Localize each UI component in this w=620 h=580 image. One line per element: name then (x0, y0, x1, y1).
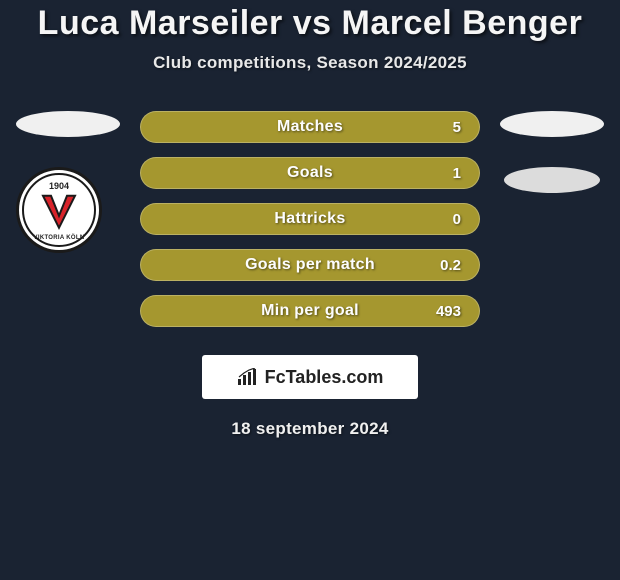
stat-value: 493 (436, 303, 461, 320)
stat-value: 0.2 (440, 257, 461, 274)
player-ellipse-right-2 (504, 167, 600, 193)
page-title: Luca Marseiler vs Marcel Benger (0, 4, 620, 43)
badge-bottom-text: VIKTORIA KÖLN (34, 235, 85, 241)
comparison-card: Luca Marseiler vs Marcel Benger Club com… (0, 0, 620, 439)
right-column (500, 111, 604, 193)
subtitle: Club competitions, Season 2024/2025 (0, 53, 620, 73)
stat-bar: Matches 5 (140, 111, 480, 143)
brand-text: FcTables.com (265, 367, 384, 388)
club-badge-viktoria-koln: 1904 VIKTORIA KÖLN (16, 167, 102, 253)
stats-column: Matches 5 Goals 1 Hattricks 0 Goals per match 0… (140, 111, 480, 327)
date: 18 september 2024 (0, 419, 620, 439)
stat-bar: Min per goal 493 (140, 295, 480, 327)
club-badge-inner: 1904 VIKTORIA KÖLN (22, 173, 96, 247)
player-ellipse-right-1 (500, 111, 604, 137)
stat-label: Goals per match (245, 256, 375, 274)
stat-label: Matches (277, 118, 343, 136)
stat-label: Min per goal (261, 302, 359, 320)
stat-value: 5 (453, 119, 461, 136)
brand-box: FcTables.com (202, 355, 418, 399)
stat-bar: Hattricks 0 (140, 203, 480, 235)
stat-bar: Goals 1 (140, 157, 480, 189)
stat-label: Hattricks (274, 210, 345, 228)
brand-chart-icon (237, 368, 259, 386)
left-column: 1904 VIKTORIA KÖLN (16, 111, 120, 253)
player-ellipse-left (16, 111, 120, 137)
stat-label: Goals (287, 164, 333, 182)
stat-value: 1 (453, 165, 461, 182)
badge-v-icon (37, 190, 81, 234)
main-row: 1904 VIKTORIA KÖLN Matches 5 Goals 1 Hattric… (0, 111, 620, 327)
stat-value: 0 (453, 211, 461, 228)
stat-bar: Goals per match 0.2 (140, 249, 480, 281)
